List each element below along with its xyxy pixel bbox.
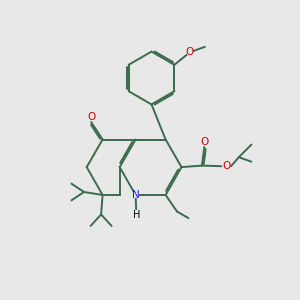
Text: O: O: [87, 112, 95, 122]
Text: H: H: [133, 210, 140, 220]
Bar: [187, 49, 194, 56]
Text: N: N: [132, 190, 140, 200]
Bar: [131, 210, 142, 219]
Bar: [132, 192, 139, 198]
Text: O: O: [186, 47, 194, 57]
Bar: [223, 163, 230, 169]
Text: O: O: [200, 136, 208, 147]
Bar: [201, 138, 208, 145]
Bar: [88, 113, 95, 120]
Text: O: O: [222, 161, 230, 171]
